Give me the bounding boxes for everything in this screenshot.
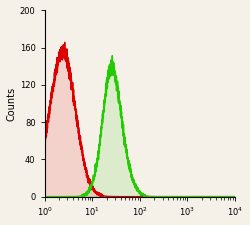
Y-axis label: Counts: Counts xyxy=(7,86,17,121)
